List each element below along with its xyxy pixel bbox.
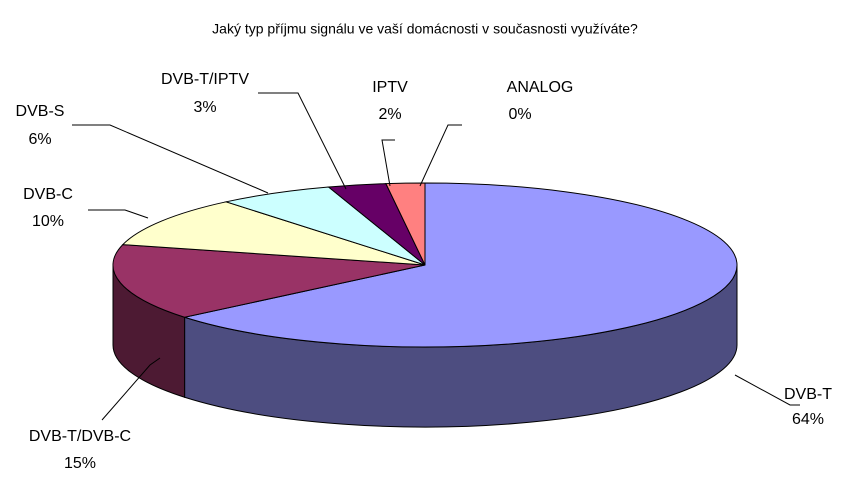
data-label-name: DVB-T/DVB-C	[29, 428, 131, 445]
data-label-name: IPTV	[372, 79, 408, 96]
slice	[182, 182, 738, 348]
leader-line	[258, 92, 347, 190]
slice	[121, 201, 426, 266]
leader-line	[734, 374, 800, 406]
data-label-value: 6%	[28, 131, 51, 148]
data-label-name: DVB-T	[784, 386, 832, 403]
data-label-value: 0%	[508, 106, 531, 123]
data-label-name: DVB-S	[16, 103, 65, 120]
chart-title: Jaký typ příjmu signálu ve vaší domácnos…	[212, 21, 638, 37]
data-label-value: 10%	[32, 213, 64, 230]
leader-line	[101, 357, 161, 421]
labels: DVB-T 64% DVB-T/DVB-C 15% DVB-C 10% DVB-S 6% DVB…	[16, 71, 833, 472]
slice	[112, 244, 426, 318]
data-label-name: ANALOG	[507, 79, 574, 96]
data-label-value: 15%	[64, 455, 96, 472]
tops	[112, 182, 738, 348]
leader-line	[419, 124, 462, 187]
data-label-value: 2%	[378, 106, 401, 123]
data-label-name: DVB-T/IPTV	[161, 71, 249, 88]
data-label-name: DVB-C	[23, 186, 73, 203]
leader-line	[88, 209, 149, 219]
data-label-value: 3%	[193, 99, 216, 116]
leader-line	[72, 124, 269, 194]
data-label-value: 64%	[792, 411, 824, 428]
leader-line	[381, 139, 395, 187]
